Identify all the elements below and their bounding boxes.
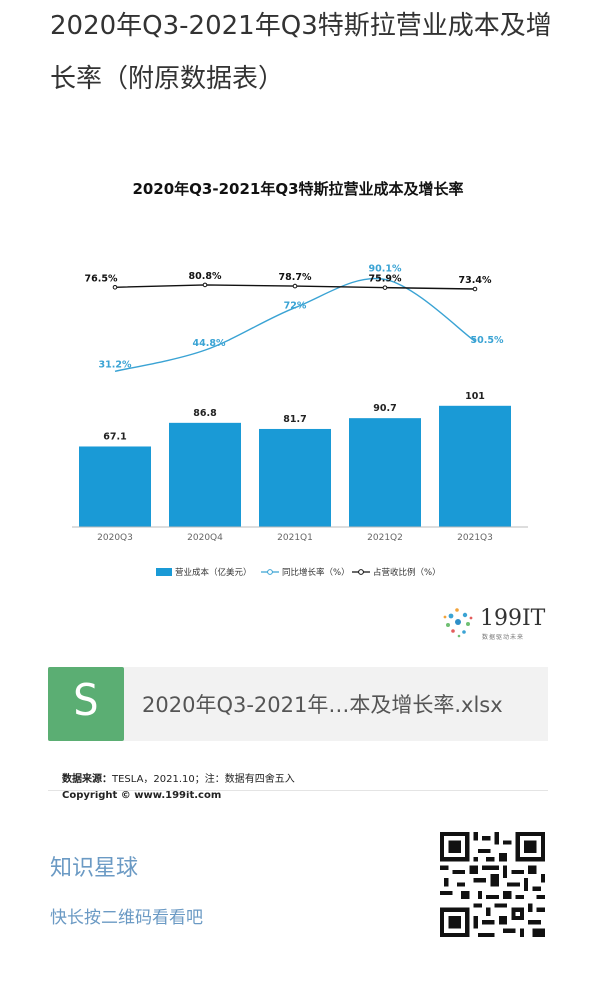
revenue-share-label: 76.5% bbox=[85, 273, 118, 284]
revenue-share-label: 78.7% bbox=[279, 272, 312, 283]
bar-value-label: 67.1 bbox=[103, 431, 126, 442]
x-tick-label: 2021Q1 bbox=[277, 533, 313, 543]
legend-bar-swatch bbox=[156, 568, 172, 576]
legend-label: 占营收比例（%） bbox=[373, 567, 441, 578]
revenue-share-point bbox=[382, 285, 388, 290]
qr-code-icon[interactable] bbox=[440, 832, 545, 937]
revenue-share-label: 80.8% bbox=[189, 271, 222, 282]
page-title: 2020年Q3-2021年Q3特斯拉营业成本及增长率（附原数据表） bbox=[50, 11, 552, 94]
growth-rate-label: 90.1% bbox=[369, 263, 402, 274]
revenue-share-point bbox=[112, 284, 118, 290]
planet-subtitle: 快长按二维码看看吧 bbox=[50, 908, 203, 928]
brand-dots-icon bbox=[443, 608, 473, 638]
planet-title: 知识星球 bbox=[50, 856, 139, 881]
x-tick-label: 2020Q4 bbox=[187, 533, 223, 543]
chart-svg: 2020年Q3-2021年Q3特斯拉营业成本及增长率 67.1 86.8 81.7 9… bbox=[72, 180, 528, 578]
source-text: TESLA，2021.10；注：数据有四舍五入 bbox=[112, 774, 295, 785]
growth-rate-label: 50.5% bbox=[471, 335, 504, 346]
ticks-layer: 2020Q3 2020Q4 2021Q1 2021Q2 2021Q3 bbox=[97, 533, 493, 543]
bar bbox=[169, 422, 241, 527]
bar-value-label: 90.7 bbox=[373, 403, 396, 414]
growth-rate-line bbox=[114, 277, 476, 373]
revenue-share-label: 75.9% bbox=[369, 274, 402, 285]
brand-name: 199IT bbox=[480, 606, 546, 631]
legend-growth-marker bbox=[267, 569, 273, 575]
brand-subtitle: 数据驱动未来 bbox=[482, 634, 525, 641]
chart-card: 2020年Q3-2021年Q3特斯拉营业成本及增长率 67.1 86.8 81.7 9… bbox=[0, 160, 596, 801]
chart-title: 2020年Q3-2021年Q3特斯拉营业成本及增长率 bbox=[132, 180, 463, 198]
revenue-share-point bbox=[292, 283, 298, 289]
file-attachment[interactable]: S 2020年Q3-2021年…本及增长率.xlsx bbox=[48, 667, 548, 741]
divider bbox=[48, 790, 548, 791]
x-tick-label: 2020Q3 bbox=[97, 533, 133, 543]
file-name[interactable]: 2020年Q3-2021年…本及增长率.xlsx bbox=[142, 693, 503, 717]
bars-layer: 67.1 86.8 81.7 90.7 101 bbox=[79, 391, 511, 527]
bar-value-label: 81.7 bbox=[283, 414, 306, 425]
brand-logo: 199IT 数据驱动未来 bbox=[440, 604, 550, 644]
bar-value-label: 101 bbox=[465, 391, 485, 402]
x-tick-label: 2021Q3 bbox=[457, 533, 493, 543]
bar bbox=[349, 418, 421, 527]
bar bbox=[439, 405, 511, 527]
growth-rate-label: 31.2% bbox=[99, 359, 132, 370]
bar bbox=[79, 446, 151, 527]
copyright-text: Copyright © www.199it.com bbox=[62, 790, 222, 801]
revenue-share-label: 73.4% bbox=[459, 275, 492, 286]
growth-rate-label: 72% bbox=[284, 301, 307, 312]
lines-layer: 31.2% 44.8% 72% 90.1% 50.5% 76.5% 80.8% 78.7% 75… bbox=[85, 263, 504, 373]
bar-value-label: 86.8 bbox=[193, 408, 217, 419]
bar bbox=[259, 428, 331, 527]
legend-label: 同比增长率（%） bbox=[282, 567, 350, 578]
spreadsheet-icon: S bbox=[48, 667, 124, 741]
legend-share-marker bbox=[358, 569, 364, 575]
legend-label: 营业成本（亿美元） bbox=[175, 567, 252, 578]
revenue-share-point bbox=[472, 286, 478, 292]
source-label: 数据来源： bbox=[62, 774, 112, 785]
growth-rate-label: 44.8% bbox=[193, 338, 226, 349]
legend: 营业成本（亿美元） 同比增长率（%） 占营收比例（%） bbox=[156, 567, 441, 578]
revenue-share-point bbox=[202, 282, 208, 288]
source-block: 数据来源：TESLA，2021.10；注：数据有四舍五入 Copyright ©… bbox=[62, 772, 295, 804]
x-tick-label: 2021Q2 bbox=[367, 533, 403, 543]
